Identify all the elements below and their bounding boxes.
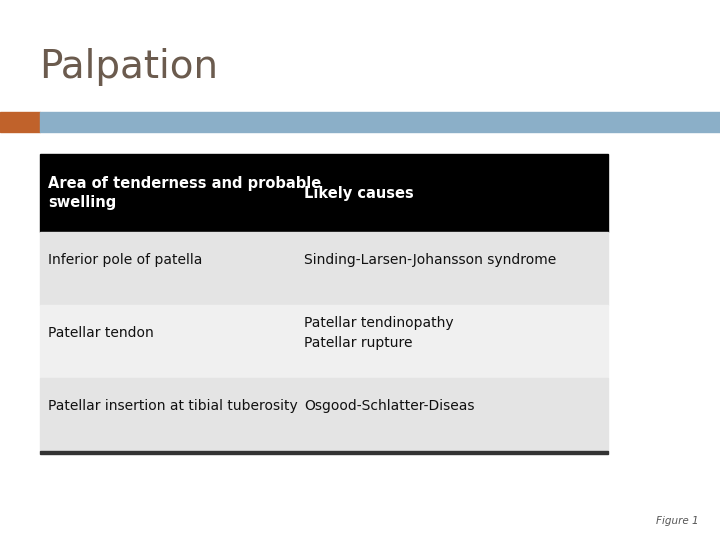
Text: Inferior pole of patella: Inferior pole of patella xyxy=(48,253,202,267)
Bar xyxy=(40,112,720,132)
Text: Patellar tendinopathy
Patellar rupture: Patellar tendinopathy Patellar rupture xyxy=(304,316,454,349)
Bar xyxy=(40,305,608,378)
Text: Sinding-Larsen-Johansson syndrome: Sinding-Larsen-Johansson syndrome xyxy=(304,253,556,267)
Bar xyxy=(0,112,40,132)
Text: Area of tenderness and probable
swelling: Area of tenderness and probable swelling xyxy=(48,176,322,211)
Text: Figure 1: Figure 1 xyxy=(656,516,698,526)
Bar xyxy=(40,451,608,454)
Bar xyxy=(40,378,608,451)
Text: Patellar insertion at tibial tuberosity: Patellar insertion at tibial tuberosity xyxy=(48,399,298,413)
Bar xyxy=(40,232,608,305)
Text: Patellar tendon: Patellar tendon xyxy=(48,326,154,340)
Bar xyxy=(40,154,608,232)
Text: Palpation: Palpation xyxy=(40,49,219,86)
Text: Osgood-Schlatter-Diseas: Osgood-Schlatter-Diseas xyxy=(304,399,474,413)
Text: Likely causes: Likely causes xyxy=(304,186,413,200)
